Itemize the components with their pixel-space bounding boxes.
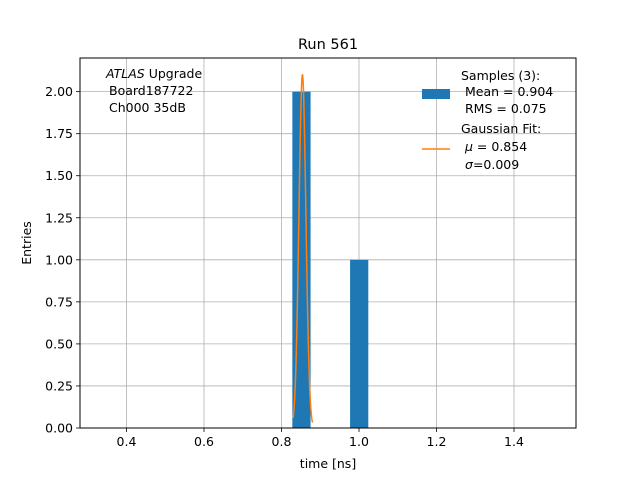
legend-samples-label: Samples (3): [461, 68, 540, 83]
y-tick-label: 0.00 [45, 421, 73, 436]
legend-fit-mu: μ = 0.854 [464, 139, 527, 154]
y-tick-label: 1.25 [45, 210, 73, 225]
mu-symbol: μ [464, 139, 473, 154]
legend-samples-mean: Mean = 0.904 [465, 84, 553, 99]
y-tick-label: 1.75 [45, 126, 73, 141]
y-tick-label: 1.50 [45, 168, 73, 183]
y-tick-label: 0.25 [45, 378, 73, 393]
x-tick-label: 0.6 [194, 434, 214, 449]
gaussian-fit-curve [292, 73, 314, 423]
legend-samples-rms: RMS = 0.075 [465, 101, 547, 116]
sigma-value: =0.009 [473, 157, 519, 172]
plot-frame [79, 57, 577, 429]
legend-samples-swatch [422, 89, 450, 99]
y-tick-label: 0.75 [45, 294, 73, 309]
annotation-upgrade: Upgrade [145, 66, 203, 81]
x-tick-label: 0.4 [117, 434, 137, 449]
y-axis-ticks: 0.00 0.25 0.50 0.75 1.00 1.25 1.50 1.75 2.00 [45, 84, 80, 436]
grid-lines [80, 58, 576, 429]
x-axis-ticks: 0.4 0.6 0.8 1.0 1.2 1.4 [117, 428, 524, 449]
legend: Samples (3): Mean = 0.904 RMS = 0.075 Ga… [422, 68, 553, 172]
x-axis-title: time [ns] [300, 456, 356, 471]
y-tick-label: 1.00 [45, 252, 73, 267]
atlas-annotation: ATLAS Upgrade Board187722 Ch000 35dB [105, 66, 202, 115]
x-tick-label: 1.2 [427, 434, 447, 449]
annotation-channel: Ch000 35dB [109, 100, 186, 115]
x-tick-label: 1.4 [504, 434, 524, 449]
plot-area [79, 57, 577, 429]
annotation-board: Board187722 [109, 83, 193, 98]
legend-fit-label: Gaussian Fit: [461, 121, 541, 136]
histogram-bar [350, 259, 369, 428]
x-tick-label: 1.0 [349, 434, 369, 449]
plot-background [80, 58, 576, 428]
y-axis-title: Entries [19, 221, 34, 265]
y-tick-label: 2.00 [45, 84, 73, 99]
chart-title: Run 561 [298, 37, 358, 53]
annotation-line-1: ATLAS Upgrade [105, 66, 202, 81]
legend-fit-sigma: σ=0.009 [465, 157, 519, 172]
x-tick-label: 0.8 [272, 434, 292, 449]
sigma-symbol: σ [465, 157, 474, 172]
mu-value: = 0.854 [473, 139, 527, 154]
atlas-label: ATLAS [105, 66, 145, 81]
y-tick-label: 0.50 [45, 336, 73, 351]
